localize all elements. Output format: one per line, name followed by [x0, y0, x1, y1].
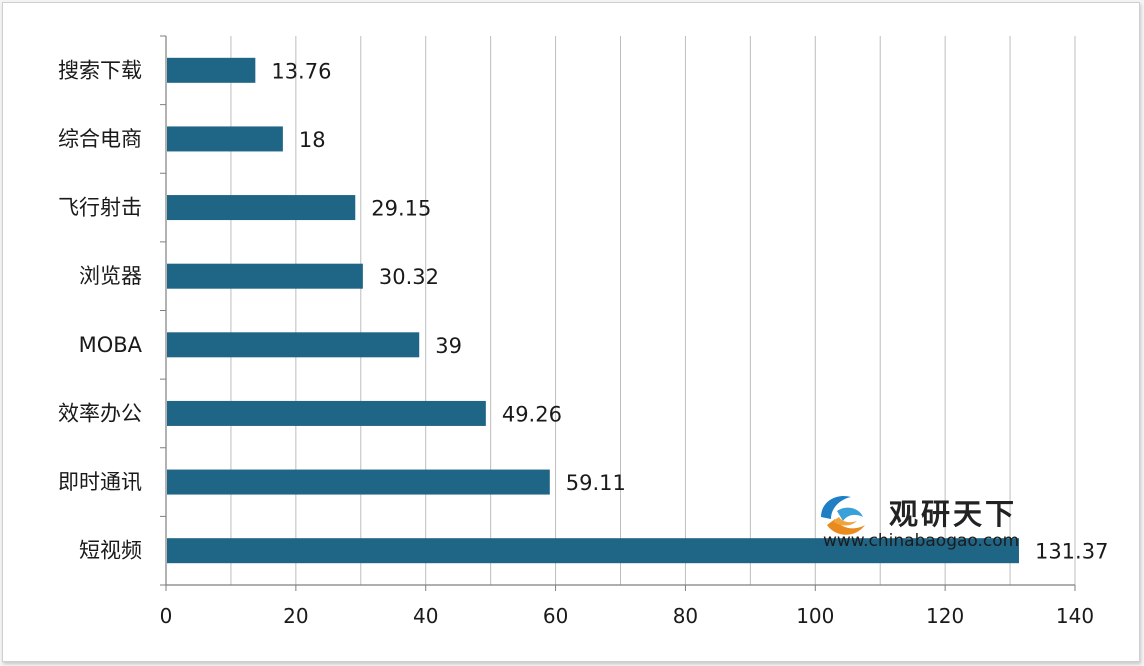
chinabaogao-swirl-logo-icon [821, 495, 865, 535]
data-label: 59.11 [566, 471, 626, 495]
watermark-url: www.chinabaogao.com [823, 531, 1020, 551]
data-label: 29.15 [371, 197, 431, 221]
watermark-brand: 观研天下 [889, 497, 1018, 531]
bar [167, 57, 256, 83]
x-tick-label: 80 [673, 604, 698, 628]
data-label: 18 [299, 128, 326, 152]
category-label: MOBA [79, 333, 143, 357]
bar [167, 126, 283, 152]
x-tick-label: 60 [543, 604, 568, 628]
data-label: 13.76 [271, 59, 331, 83]
x-tick-label: 120 [926, 604, 964, 628]
category-label: 综合电商 [58, 127, 142, 151]
category-label: 飞行射击 [58, 196, 142, 220]
data-label: 131.37 [1035, 540, 1108, 564]
bar [167, 195, 356, 221]
x-tick-label: 40 [413, 604, 438, 628]
category-label: 搜索下载 [58, 58, 142, 82]
data-label: 49.26 [502, 402, 562, 426]
bar [167, 469, 550, 495]
bar [167, 332, 420, 358]
data-label: 39 [435, 334, 462, 358]
category-label: 短视频 [79, 539, 142, 563]
x-tick-label: 100 [796, 604, 834, 628]
x-tick-label: 0 [160, 604, 173, 628]
bar [167, 263, 363, 289]
category-label: 即时通讯 [58, 470, 142, 494]
bar [167, 400, 486, 426]
data-label: 30.32 [379, 265, 439, 289]
category-label: 效率办公 [58, 401, 142, 425]
x-tick-label: 20 [283, 604, 308, 628]
category-label: 浏览器 [79, 264, 142, 288]
x-tick-label: 140 [1056, 604, 1094, 628]
watermark: 观研天下 www.chinabaogao.com [815, 487, 1055, 553]
bar [167, 538, 1019, 564]
